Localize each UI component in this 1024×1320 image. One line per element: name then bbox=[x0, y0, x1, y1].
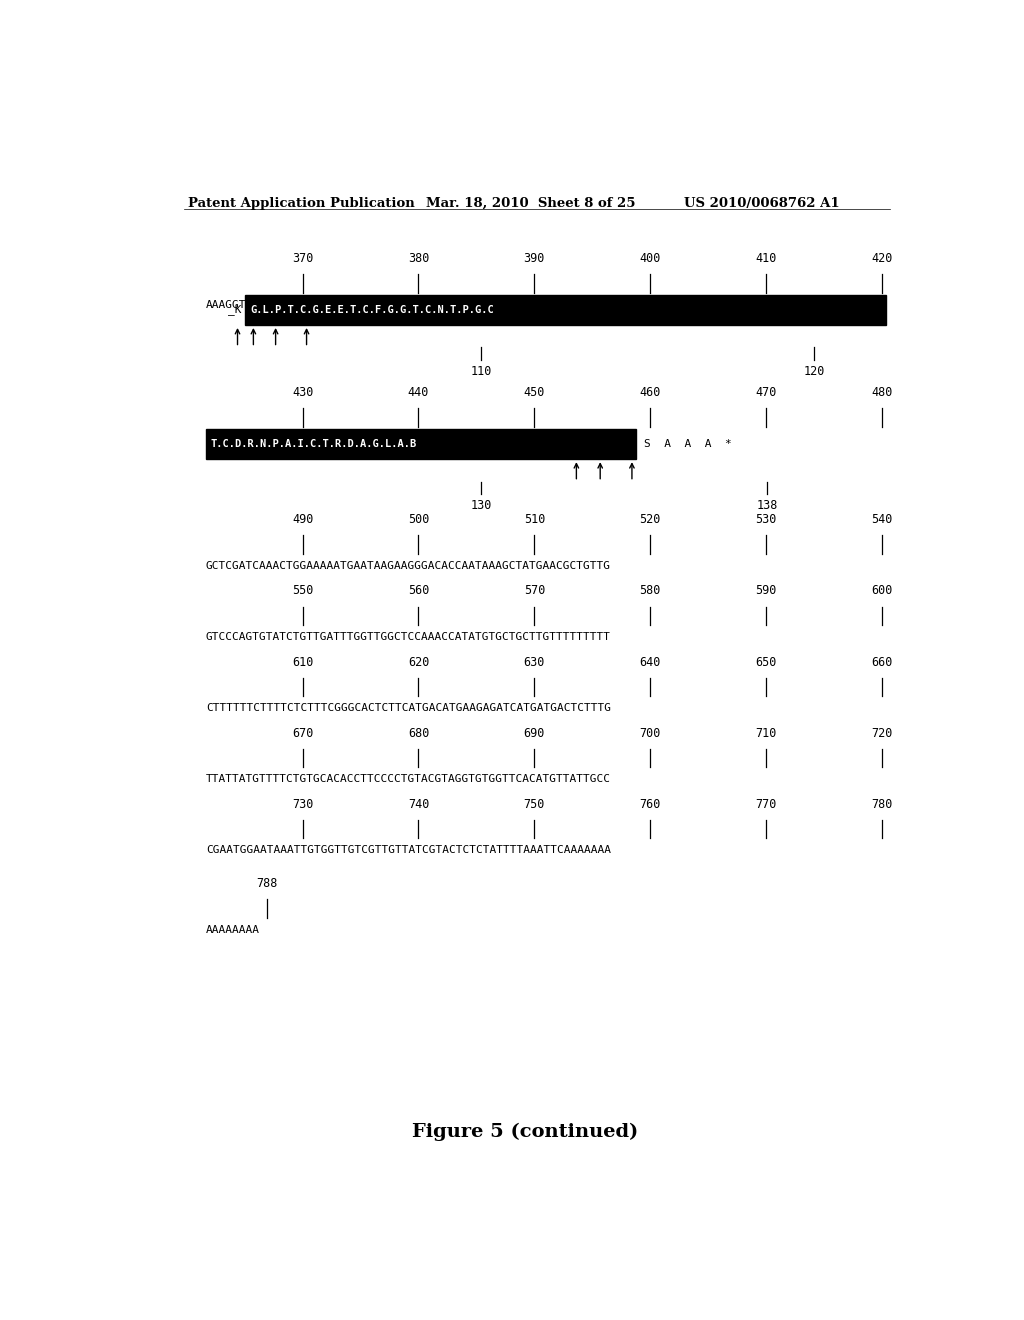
Text: TTATTATGTTTTCTGTGCACACCTTCCCCTGTACGTAGGTGTGGTTCACATGTTATTGCC: TTATTATGTTTTCTGTGCACACCTTCCCCTGTACGTAGGT… bbox=[206, 775, 610, 784]
Text: 520: 520 bbox=[640, 513, 660, 527]
Text: G.L.P.T.C.G.E.E.T.C.F.G.G.T.C.N.T.P.G.C: G.L.P.T.C.G.E.E.T.C.F.G.G.T.C.N.T.P.G.C bbox=[250, 305, 494, 315]
Text: 138: 138 bbox=[756, 499, 777, 512]
Text: 530: 530 bbox=[756, 513, 777, 527]
Text: AAAAAAAA: AAAAAAAA bbox=[206, 925, 260, 935]
Text: 770: 770 bbox=[756, 797, 777, 810]
Text: 480: 480 bbox=[871, 387, 893, 399]
Text: 370: 370 bbox=[292, 252, 313, 265]
Text: 540: 540 bbox=[871, 513, 893, 527]
Text: 788: 788 bbox=[256, 878, 278, 890]
Text: 760: 760 bbox=[640, 797, 660, 810]
Text: 470: 470 bbox=[756, 387, 777, 399]
Text: 630: 630 bbox=[523, 656, 545, 669]
Text: 460: 460 bbox=[640, 387, 660, 399]
Text: GTCCCAGTGTATCTGTTGATTTGGTTGGCTCCAAACCATATGTGCTGCTTGTTTTTTTTT: GTCCCAGTGTATCTGTTGATTTGGTTGGCTCCAAACCATA… bbox=[206, 632, 610, 642]
Text: 430: 430 bbox=[292, 387, 313, 399]
Text: 740: 740 bbox=[408, 797, 429, 810]
Text: 670: 670 bbox=[292, 727, 313, 739]
Text: 380: 380 bbox=[408, 252, 429, 265]
Text: _K: _K bbox=[228, 305, 242, 315]
Text: 780: 780 bbox=[871, 797, 893, 810]
Bar bbox=[206, 429, 636, 459]
Text: 580: 580 bbox=[640, 585, 660, 598]
Text: 710: 710 bbox=[756, 727, 777, 739]
Text: T.C.D.R.N.P.A.I.C.T.R.D.A.G.L.A.B: T.C.D.R.N.P.A.I.C.T.R.D.A.G.L.A.B bbox=[211, 440, 417, 449]
Text: GCTCGATCAAACTGGAAAAATGAATAAGAAGGGACACCAATAAAGCTATGAACGCTGTTG: GCTCGATCAAACTGGAAAAATGAATAAGAAGGGACACCAA… bbox=[206, 561, 610, 570]
Text: 550: 550 bbox=[292, 585, 313, 598]
Text: US 2010/0068762 A1: US 2010/0068762 A1 bbox=[684, 197, 839, 210]
Text: Patent Application Publication: Patent Application Publication bbox=[187, 197, 415, 210]
Text: 420: 420 bbox=[871, 252, 893, 265]
Text: 660: 660 bbox=[871, 656, 893, 669]
Text: AAAGGTCTTCCAACATGTGGTGAGACTTGCTTTGGGGGAACTTGCAACACTCCTGGATGC: AAAGGTCTTCCAACATGTGGTGAGACTTGCTTTGGGGGAA… bbox=[206, 300, 610, 310]
Text: S  A  A  A  *: S A A A * bbox=[644, 440, 731, 449]
Text: 570: 570 bbox=[523, 585, 545, 598]
Text: 400: 400 bbox=[640, 252, 660, 265]
Text: 510: 510 bbox=[523, 513, 545, 527]
Text: 690: 690 bbox=[523, 727, 545, 739]
Text: 440: 440 bbox=[408, 387, 429, 399]
Text: CTTTTTTCTTTTCTCTTTCGGGCACTCTTCATGACATGAAGAGATCATGATGACTCTTTG: CTTTTTTCTTTTCTCTTTCGGGCACTCTTCATGACATGAA… bbox=[206, 704, 610, 713]
Text: 680: 680 bbox=[408, 727, 429, 739]
Text: 560: 560 bbox=[408, 585, 429, 598]
Text: 720: 720 bbox=[871, 727, 893, 739]
Text: 620: 620 bbox=[408, 656, 429, 669]
Bar bbox=[246, 294, 886, 325]
Text: 500: 500 bbox=[408, 513, 429, 527]
Text: 410: 410 bbox=[756, 252, 777, 265]
Text: ACTTGCGATCCCTGGCCGATTTGCACACGCGATGGCCTTCCTAGTGCGGCCGCATAATTT: ACTTGCGATCCCTGGCCGATTTGCACACGCGATGGCCTTC… bbox=[206, 434, 610, 444]
Text: 650: 650 bbox=[756, 656, 777, 669]
Text: Mar. 18, 2010  Sheet 8 of 25: Mar. 18, 2010 Sheet 8 of 25 bbox=[426, 197, 635, 210]
Text: Figure 5 (continued): Figure 5 (continued) bbox=[412, 1123, 638, 1142]
Text: 490: 490 bbox=[292, 513, 313, 527]
Text: 700: 700 bbox=[640, 727, 660, 739]
Text: 110: 110 bbox=[470, 364, 492, 378]
Text: 610: 610 bbox=[292, 656, 313, 669]
Text: 390: 390 bbox=[523, 252, 545, 265]
Text: CGAATGGAATAAATTGTGGTTGTCGTTGTTATCGTACTCTCTATTTTAAATTCAAAAAAA: CGAATGGAATAAATTGTGGTTGTCGTTGTTATCGTACTCT… bbox=[206, 846, 610, 855]
Text: 590: 590 bbox=[756, 585, 777, 598]
Text: 450: 450 bbox=[523, 387, 545, 399]
Text: 750: 750 bbox=[523, 797, 545, 810]
Text: 130: 130 bbox=[470, 499, 492, 512]
Text: 640: 640 bbox=[640, 656, 660, 669]
Text: 120: 120 bbox=[804, 364, 825, 378]
Text: 730: 730 bbox=[292, 797, 313, 810]
Text: 600: 600 bbox=[871, 585, 893, 598]
